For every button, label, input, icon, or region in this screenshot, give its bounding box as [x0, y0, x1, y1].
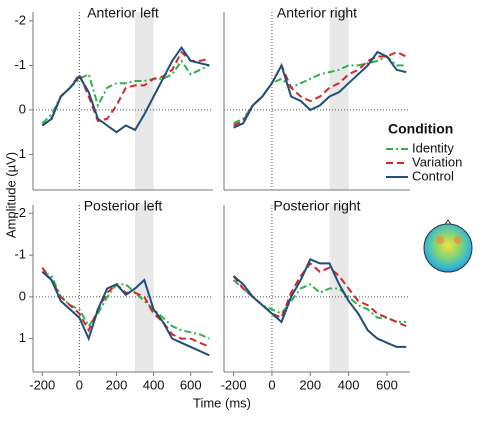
erp-line	[41, 50, 210, 127]
topomap	[423, 219, 473, 273]
legend-label: Control	[412, 168, 454, 183]
x-tick-label: 0	[76, 377, 83, 392]
legend-label: Variation	[412, 154, 462, 169]
x-tick-label: 600	[376, 377, 398, 392]
x-tick-label: 400	[338, 377, 360, 392]
y-tick-label: 0	[19, 101, 26, 116]
x-tick-label: 0	[268, 377, 275, 392]
highlight-window	[135, 205, 154, 372]
legend-title: Condition	[388, 121, 453, 137]
erp-line	[232, 261, 407, 328]
y-tick-label: 0	[19, 288, 26, 303]
erp-line	[41, 270, 210, 340]
highlight-window	[329, 12, 349, 190]
y-axis-label: Amplitude (µV)	[3, 152, 18, 238]
erp-line	[232, 279, 407, 323]
erp-line	[233, 50, 407, 127]
panel-title: Posterior right	[273, 198, 360, 214]
x-tick-label: 600	[180, 377, 202, 392]
erp-line	[41, 45, 210, 134]
panel-title: Anterior right	[277, 5, 357, 21]
panel-title: Posterior left	[84, 198, 163, 214]
erp-line	[233, 55, 407, 125]
erp-line	[41, 271, 210, 357]
y-tick-label: -1	[14, 57, 26, 72]
highlight-window	[135, 12, 154, 190]
y-tick-label: -2	[14, 205, 26, 220]
legend-label: Identity	[412, 140, 454, 155]
y-tick-label: 1	[19, 330, 26, 345]
x-tick-label: 200	[106, 377, 128, 392]
y-tick-label: 1	[19, 146, 26, 161]
x-tick-label: -200	[29, 377, 55, 392]
x-tick-label: 200	[299, 377, 321, 392]
panel-title: Anterior left	[87, 5, 159, 21]
x-axis-label: Time (ms)	[193, 395, 251, 410]
erp-line	[41, 59, 210, 125]
highlight-window	[329, 205, 349, 372]
erp-line	[41, 267, 210, 348]
x-tick-label: 400	[143, 377, 165, 392]
x-tick-label: -200	[221, 377, 247, 392]
erp-line	[232, 257, 407, 348]
erp-line	[233, 50, 407, 129]
y-tick-label: -1	[14, 247, 26, 262]
y-tick-label: -2	[14, 12, 26, 27]
